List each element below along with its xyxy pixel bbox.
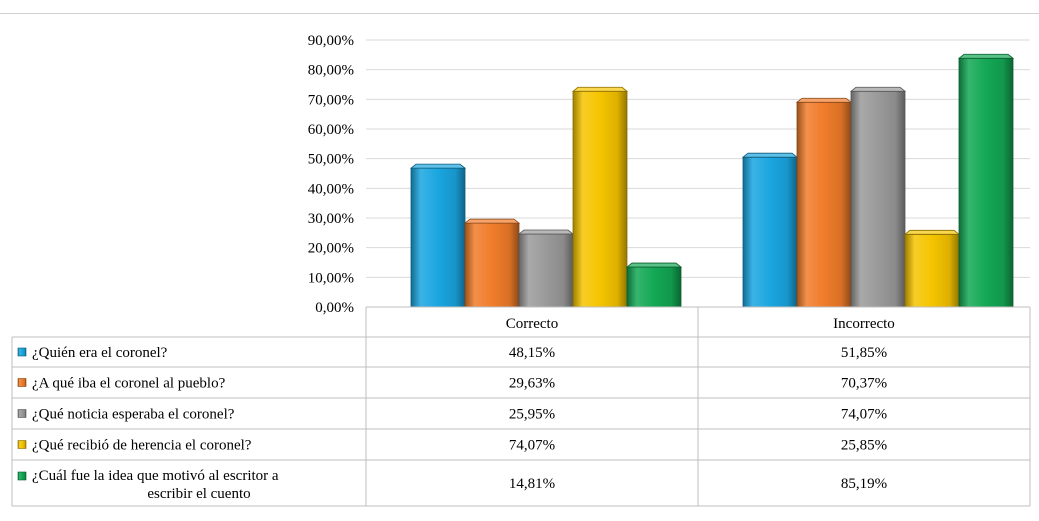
y-tick-label: 50,00% (308, 152, 354, 168)
data-label: 29,63% (509, 376, 555, 392)
data-label: 51,85% (841, 345, 887, 361)
bar (795, 97, 853, 308)
y-tick-label: 0,00% (315, 300, 354, 316)
bar (741, 152, 799, 308)
series-label: ¿Qué noticia esperaba el coronel? (32, 407, 235, 423)
series-label: ¿Quién era el coronel? (32, 345, 168, 361)
bar (571, 86, 629, 308)
bar (463, 218, 521, 308)
category-label: Incorrecto (833, 316, 895, 332)
y-tick-label: 20,00% (308, 241, 354, 257)
legend-key (17, 440, 27, 449)
legend-key (17, 347, 27, 357)
legend-key (17, 378, 27, 387)
data-label: 48,15% (509, 345, 555, 361)
legend-key (17, 409, 27, 418)
data-label: 25,85% (841, 438, 887, 454)
bars (409, 53, 1015, 308)
bar (517, 229, 575, 308)
data-label: 14,81% (509, 476, 555, 492)
y-axis: 0,00% 10,00% 20,00% 30,00% 40,00% 50,00% 60,00… (308, 33, 354, 316)
bar (625, 262, 683, 308)
y-tick-label: 60,00% (308, 122, 354, 138)
y-tick-label: 80,00% (308, 63, 354, 79)
y-tick-label: 70,00% (308, 92, 354, 108)
top-divider (0, 13, 1039, 14)
data-table: Correcto Incorrecto ¿Quién era el coronel?… (11, 306, 1031, 507)
legend-key (17, 471, 27, 481)
data-label: 70,37% (841, 376, 887, 392)
data-label: 74,07% (841, 407, 887, 423)
series-label: ¿A qué iba el coronel al pueblo? (32, 376, 226, 392)
bar (849, 86, 907, 308)
data-label: 74,07% (509, 438, 555, 454)
data-label: 85,19% (841, 476, 887, 492)
series-label: ¿Cuál fue la idea que motivó al escritor… (32, 468, 279, 484)
series-label: escribir el cuento (147, 486, 250, 502)
data-label: 25,95% (509, 407, 555, 423)
y-tick-label: 40,00% (308, 181, 354, 197)
y-tick-label: 30,00% (308, 211, 354, 227)
bar (409, 163, 467, 308)
y-tick-label: 90,00% (308, 33, 354, 49)
bar (903, 229, 961, 308)
bar (957, 53, 1015, 308)
y-tick-label: 10,00% (308, 270, 354, 286)
category-label: Correcto (506, 316, 558, 332)
series-label: ¿Qué recibió de herencia el coronel? (32, 438, 252, 454)
